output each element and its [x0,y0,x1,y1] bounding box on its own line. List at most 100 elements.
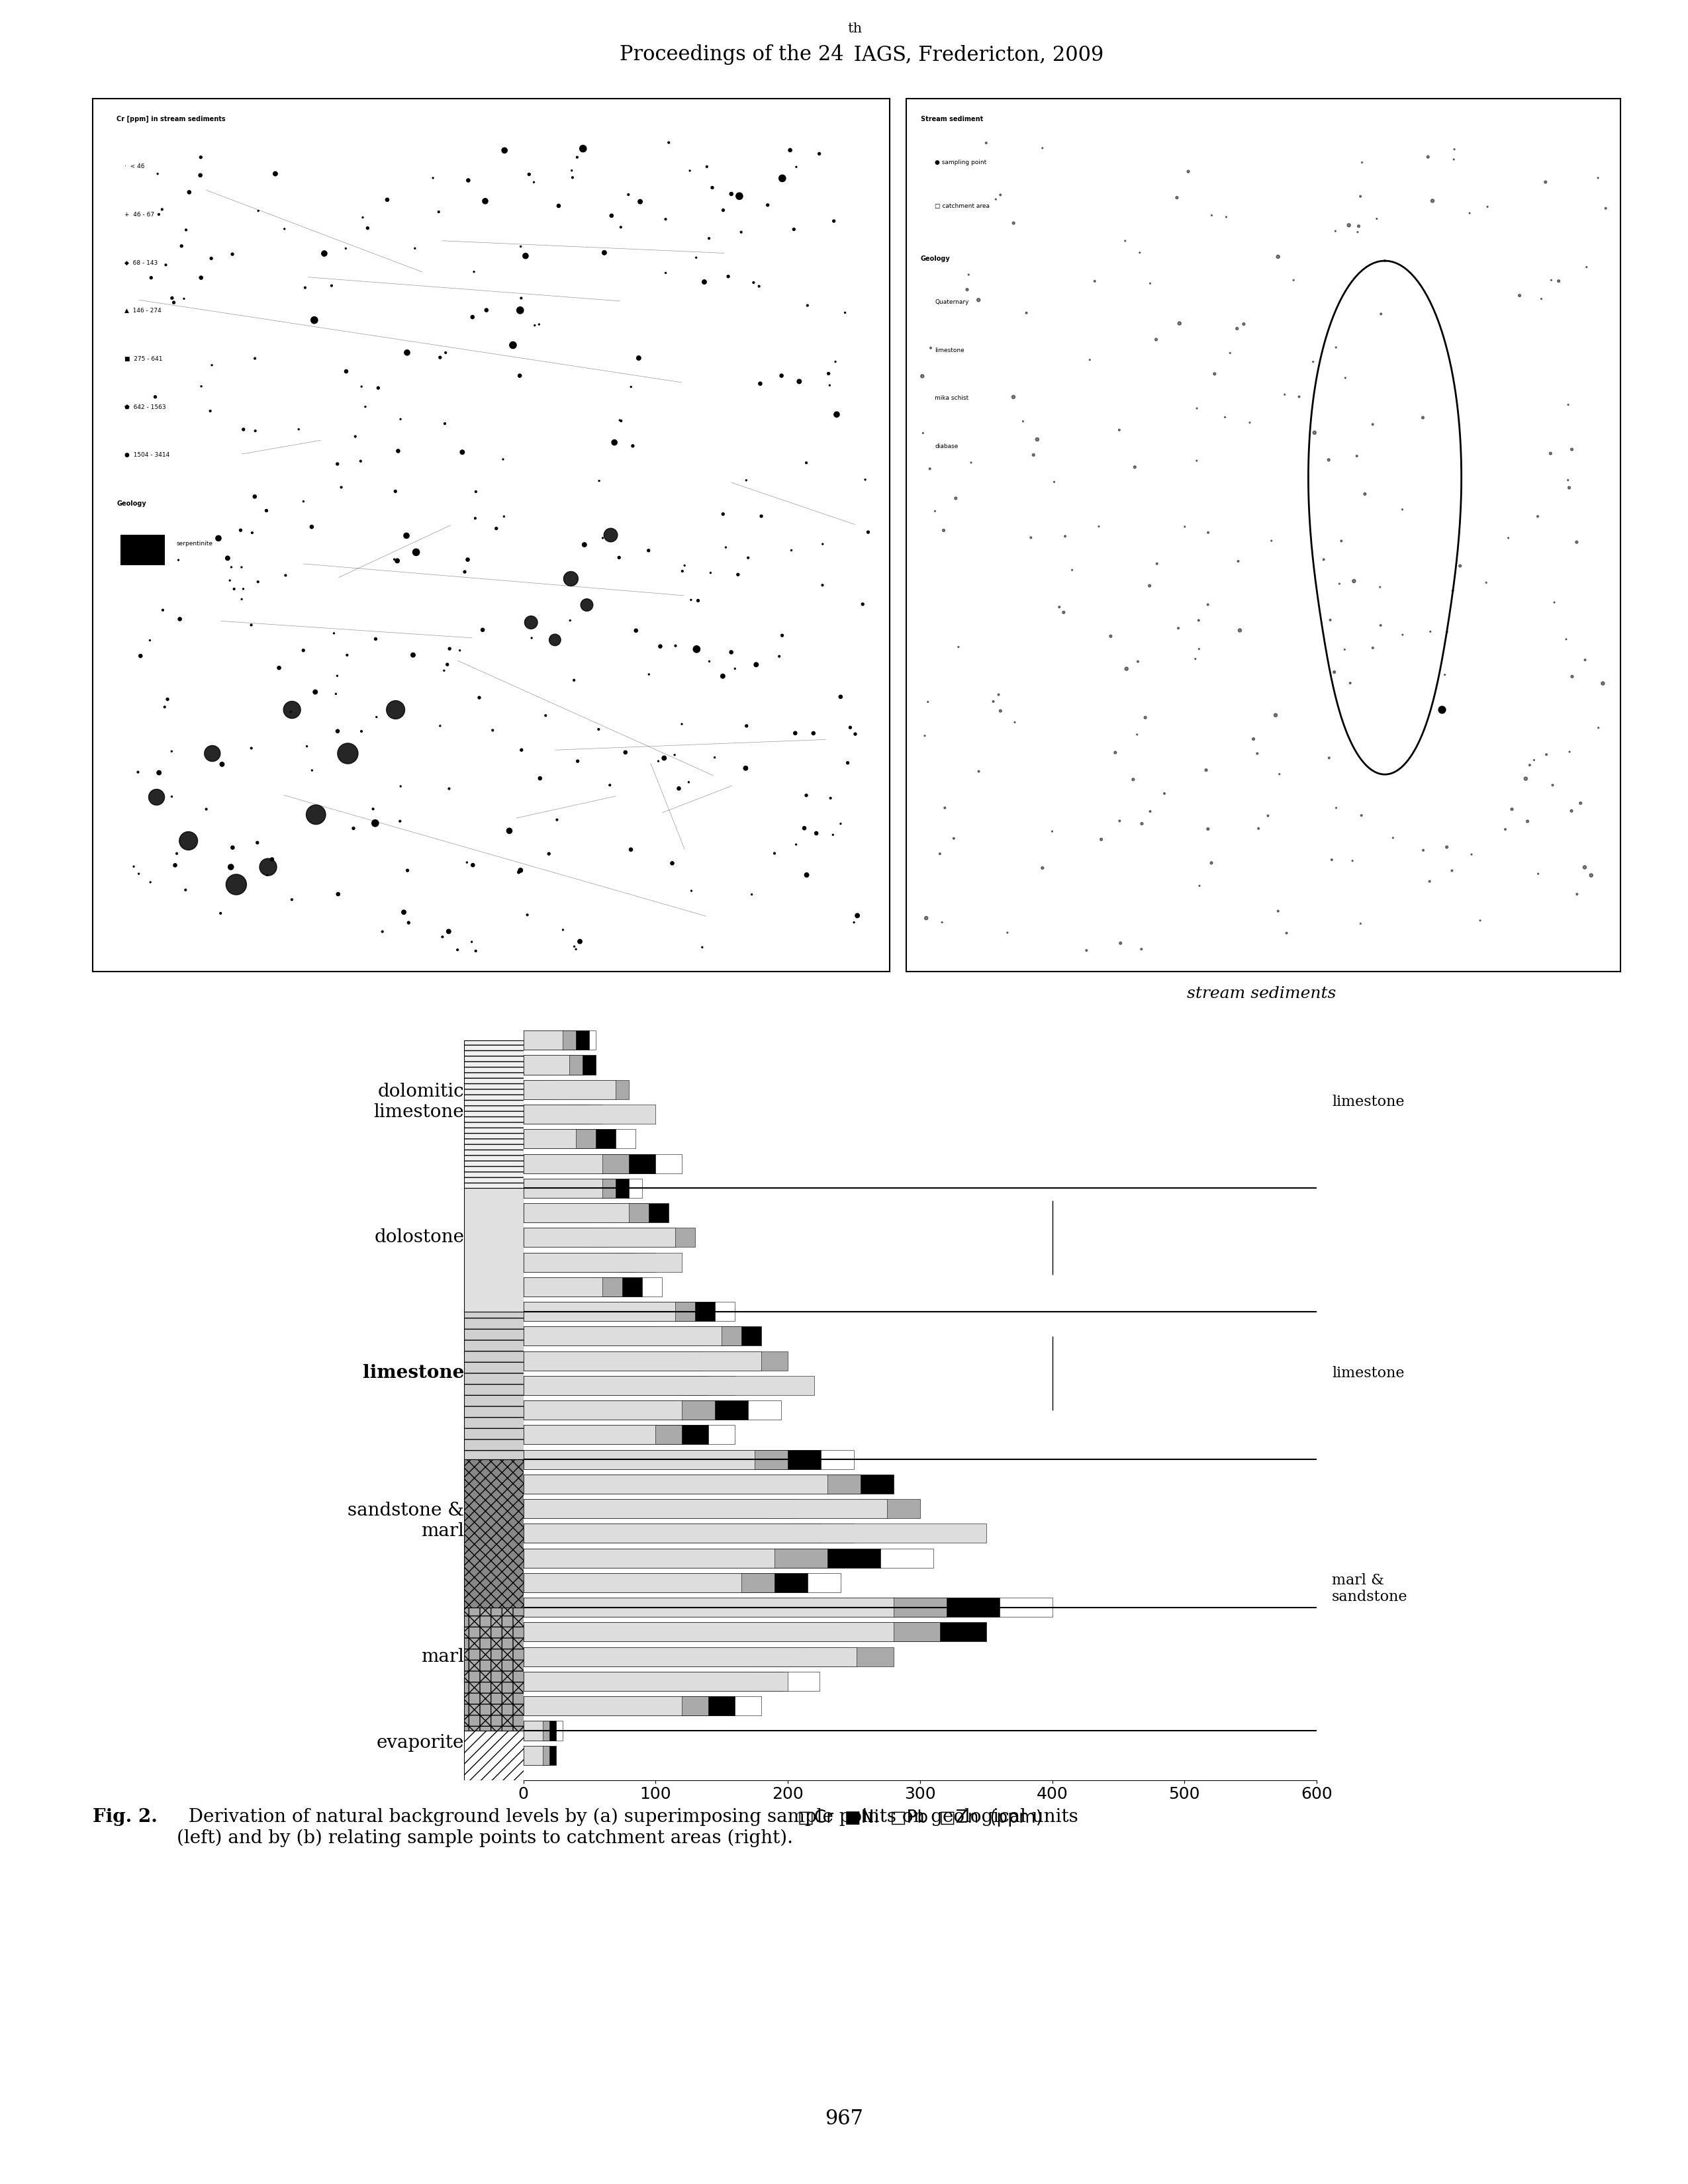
Point [910,415,937,450]
Point [699,170,726,205]
Bar [523,1055,550,1075]
Bar [464,1459,523,1607]
Point [1516,747,1543,782]
Bar [523,1474,722,1494]
Point [913,900,940,935]
Point [385,432,412,467]
Bar [523,1623,841,1642]
Point [927,836,954,871]
Text: Quaternary: Quaternary [935,299,969,306]
Bar [523,1031,596,1051]
Point [400,638,427,673]
Point [726,179,753,214]
Point [1539,767,1566,802]
Text: diabase: diabase [935,443,959,450]
Point [1124,716,1151,751]
Point [1512,762,1539,797]
Point [689,930,716,965]
Bar [523,1671,819,1690]
Point [387,402,414,437]
Point [1347,179,1374,214]
Point [393,334,420,369]
Point [511,238,538,273]
Point [1047,590,1074,625]
Point [805,135,832,170]
Point [159,780,186,815]
X-axis label: □Cr  ■Ni  □Pb  □Zn  (ppm): □Cr ■Ni □Pb □Zn (ppm) [797,1811,1043,1826]
Point [149,592,176,627]
Point [333,354,360,389]
Point [1171,509,1198,544]
Point [809,568,836,603]
Point [608,404,635,439]
Text: Proceedings of the 24: Proceedings of the 24 [619,44,844,66]
Point [228,581,255,616]
Point [1013,295,1040,330]
Bar [122,535,164,566]
Point [1409,400,1436,435]
Bar [523,1623,940,1642]
Point [1323,791,1350,826]
Point [738,878,765,913]
Text: Geology: Geology [920,256,950,262]
Point [1121,450,1148,485]
Bar [523,1179,616,1197]
Bar [523,1599,947,1616]
Bar [523,1498,886,1518]
Bar [523,1278,623,1297]
Point [650,740,677,775]
Bar [523,1352,761,1369]
Bar [523,1376,682,1396]
Point [842,716,869,751]
Point [363,699,390,734]
Point [1241,721,1268,756]
Bar [523,1572,807,1592]
Point [589,520,616,555]
Point [1344,214,1371,249]
Point [1315,443,1342,478]
Point [1578,858,1605,893]
Bar [464,1730,523,1780]
Point [1339,843,1366,878]
Point [994,915,1021,950]
Point [982,181,1009,216]
Point [724,557,751,592]
Bar [523,1697,761,1717]
Point [522,308,549,343]
Point [915,684,942,719]
Bar [523,1179,641,1197]
Bar [523,1450,755,1470]
Point [542,622,569,657]
Point [238,607,265,642]
Point [746,269,773,304]
Bar [523,1227,589,1247]
Point [294,729,321,764]
Point [986,677,1013,712]
Point [1300,345,1327,380]
Point [1332,360,1359,395]
Point [208,895,235,930]
Point [1087,821,1114,856]
Point [1185,631,1212,666]
Point [677,583,704,618]
Point [145,756,172,791]
Point [348,714,375,749]
Point [1345,210,1372,245]
Text: Stream sediment: Stream sediment [920,116,982,122]
Point [598,518,625,553]
Point [444,933,471,968]
Point [1020,437,1047,472]
Bar [523,1524,986,1542]
Text: stream sediments: stream sediments [1187,987,1337,1000]
Point [192,791,219,826]
Point [381,474,408,509]
Point [1563,876,1590,911]
Point [532,699,559,734]
Bar [523,1055,569,1075]
Point [1492,812,1519,847]
Point [165,542,192,577]
Point [768,162,795,197]
Point [932,791,959,826]
Point [324,714,351,749]
Point [739,264,766,299]
